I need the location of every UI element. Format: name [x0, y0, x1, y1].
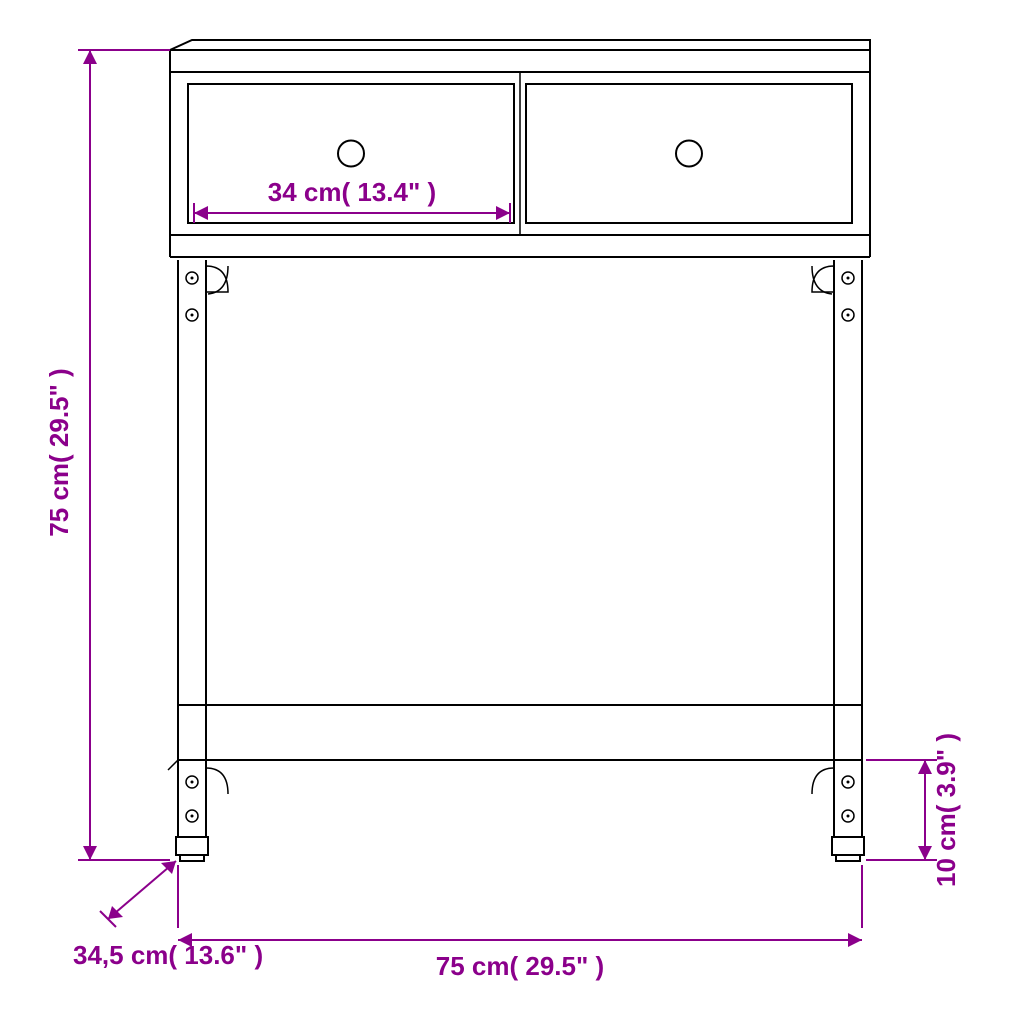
dim-width-label: 75 cm( 29.5" ) [436, 951, 604, 981]
dim-height-label: 75 cm( 29.5" ) [44, 368, 74, 536]
dim-depth-label: 34,5 cm( 13.6" ) [73, 940, 263, 970]
dim-drawer-width-label: 34 cm( 13.4" ) [268, 177, 436, 207]
dim-foot-height-label: 10 cm( 3.9" ) [931, 733, 961, 887]
